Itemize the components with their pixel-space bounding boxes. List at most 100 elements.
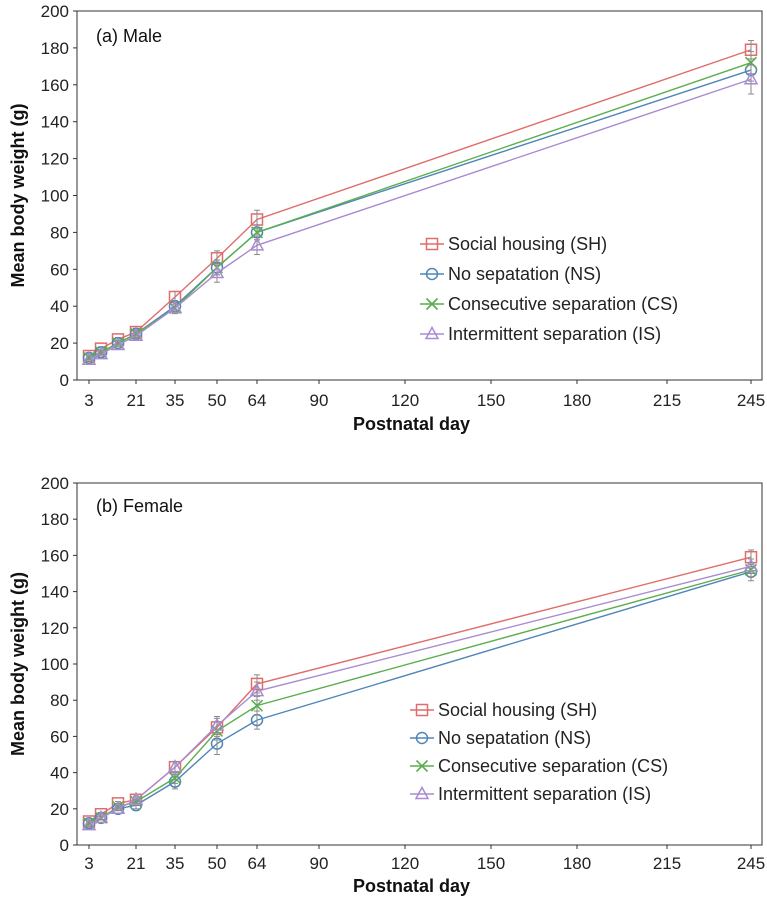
- y-tick-label: 140: [41, 583, 69, 602]
- legend-label: No sepatation (NS): [438, 728, 591, 748]
- legend-label: No sepatation (NS): [448, 264, 601, 284]
- x-tick-label: 3: [84, 854, 93, 873]
- y-tick-label: 20: [50, 334, 69, 353]
- panel-title: (b) Female: [96, 496, 183, 516]
- x-tick-label: 21: [127, 854, 146, 873]
- x-tick-label: 150: [477, 391, 505, 410]
- y-tick-label: 200: [41, 474, 69, 493]
- series-x: [82, 562, 758, 830]
- chart-panel-female: 0 20 40 60 80 100 120 140 160 180 200 3 21 35 50 64 90 12…: [8, 474, 765, 896]
- legend-item: Social housing (SH): [410, 700, 597, 720]
- series-line: [88, 78, 752, 361]
- y-tick-label: 0: [60, 836, 69, 855]
- x-tick-label: 150: [477, 854, 505, 873]
- x-tick-label: 3: [84, 391, 93, 410]
- x-tick-label: 120: [391, 391, 419, 410]
- x-tick-label: 245: [737, 854, 765, 873]
- data-point: [167, 299, 183, 314]
- legend-marker: [425, 237, 439, 251]
- series-triangle: [81, 558, 759, 831]
- series-circle: [82, 58, 758, 365]
- x-tick-label: 215: [653, 854, 681, 873]
- x-tick-label: 180: [563, 854, 591, 873]
- series-x: [82, 51, 758, 364]
- series-triangle: [81, 64, 759, 365]
- x-tick-label: 50: [208, 391, 227, 410]
- y-tick-label: 0: [60, 371, 69, 390]
- y-tick-label: 40: [50, 297, 69, 316]
- legend-item: Social housing (SH): [420, 234, 607, 254]
- legend-marker: [415, 731, 429, 745]
- series-line: [88, 565, 752, 826]
- y-tick-label: 100: [41, 187, 69, 206]
- x-tick-label: 120: [391, 854, 419, 873]
- data-point: [209, 717, 225, 731]
- data-point: [81, 351, 97, 365]
- data-point: [744, 56, 758, 69]
- x-axis-title: Postnatal day: [353, 414, 470, 434]
- y-tick-label: 200: [41, 2, 69, 21]
- y-tick-label: 120: [41, 150, 69, 169]
- data-point: [110, 336, 126, 351]
- x-tick-label: 90: [310, 391, 329, 410]
- legend-marker: [414, 785, 430, 800]
- legend-item: Intermittent separation (IS): [410, 784, 651, 804]
- y-tick-label: 160: [41, 76, 69, 95]
- data-point: [167, 759, 183, 773]
- y-tick-label: 20: [50, 800, 69, 819]
- y-tick-label: 80: [50, 223, 69, 242]
- legend-marker: [415, 759, 429, 773]
- legend-label: Intermittent separation (IS): [438, 784, 651, 804]
- data-point: [81, 817, 97, 831]
- y-tick-label: 60: [50, 727, 69, 746]
- y-tick-label: 100: [41, 655, 69, 674]
- data-point: [250, 226, 264, 239]
- x-tick-label: 21: [127, 391, 146, 410]
- legend-marker: [424, 325, 440, 340]
- legend-item: Consecutive separation (CS): [410, 756, 668, 776]
- data-point: [93, 809, 109, 824]
- series-line: [88, 569, 752, 824]
- x-tick-label: 64: [248, 391, 267, 410]
- data-point: [249, 237, 265, 251]
- data-point: [128, 327, 144, 341]
- legend-label: Social housing (SH): [448, 234, 607, 254]
- y-tick-label: 180: [41, 510, 69, 529]
- legend-item: Consecutive separation (CS): [420, 294, 678, 314]
- series-circle: [82, 562, 758, 830]
- data-point: [249, 683, 265, 697]
- data-point: [168, 771, 182, 785]
- legend-marker: [415, 703, 429, 717]
- y-tick-label: 160: [41, 546, 69, 565]
- x-tick-label: 245: [737, 391, 765, 410]
- data-point: [743, 558, 759, 572]
- series-line: [88, 571, 752, 824]
- legend-item: No sepatation (NS): [420, 264, 601, 284]
- x-tick-label: 35: [166, 854, 185, 873]
- x-tick-label: 64: [248, 854, 267, 873]
- x-tick-label: 50: [208, 854, 227, 873]
- x-tick-label: 90: [310, 854, 329, 873]
- y-tick-label: 60: [50, 260, 69, 279]
- y-tick-label: 120: [41, 619, 69, 638]
- panel-title: (a) Male: [96, 26, 162, 46]
- x-tick-label: 180: [563, 391, 591, 410]
- data-point: [250, 699, 264, 712]
- legend-item: Intermittent separation (IS): [420, 324, 661, 344]
- legend-marker: [425, 297, 439, 311]
- legend-label: Consecutive separation (CS): [448, 294, 678, 314]
- y-tick-label: 40: [50, 764, 69, 783]
- y-tick-label: 80: [50, 691, 69, 710]
- legend-label: Social housing (SH): [438, 700, 597, 720]
- data-point: [110, 800, 126, 815]
- series-square: [82, 549, 758, 828]
- y-tick-label: 140: [41, 113, 69, 132]
- x-tick-label: 35: [166, 391, 185, 410]
- y-axis-title: Mean body weight (g): [8, 104, 28, 288]
- legend-label: Intermittent separation (IS): [448, 324, 661, 344]
- y-axis-title: Mean body weight (g): [8, 572, 28, 756]
- data-point: [128, 791, 144, 805]
- chart-panel-male: 0 20 40 60 80 100 120 140 160 180 200 3 21 35 50 64 90 12…: [8, 2, 765, 434]
- x-axis-title: Postnatal day: [353, 876, 470, 896]
